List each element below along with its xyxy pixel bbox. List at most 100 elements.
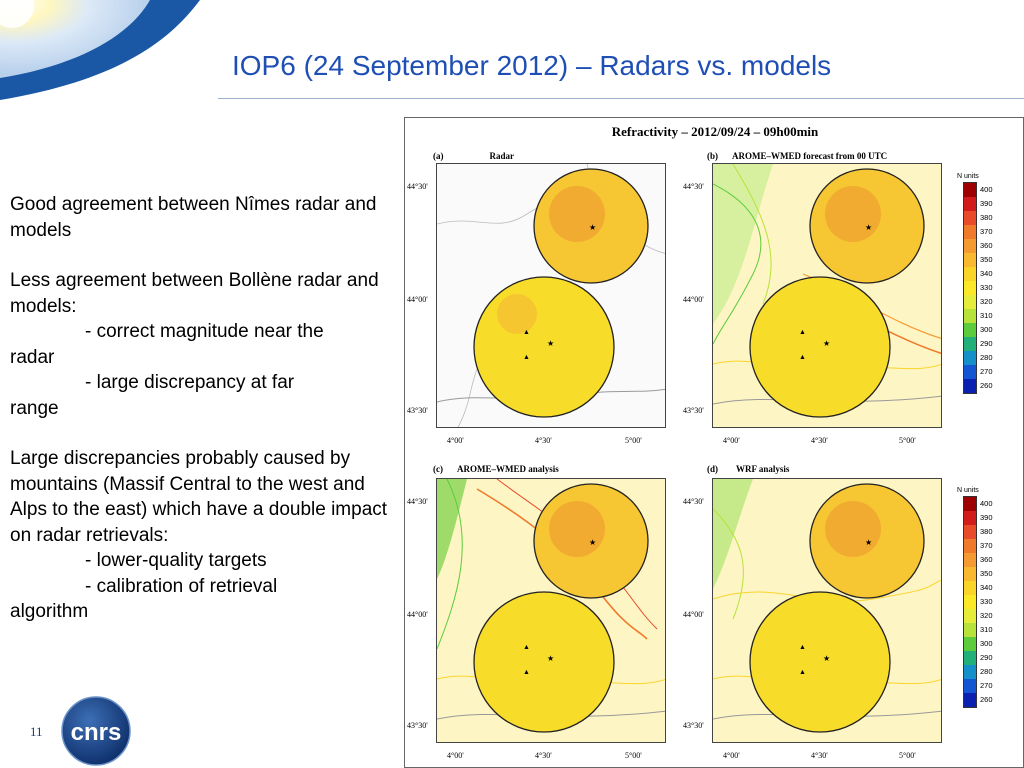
colorbar-label: 320 bbox=[980, 297, 993, 306]
panel-a-lon-tick-2: 4°30' bbox=[535, 436, 552, 445]
panel-b-map: ★ ★ ▲ ▲ bbox=[712, 163, 942, 428]
panel-b-lon-tick-3: 5°00' bbox=[899, 436, 916, 445]
colorbar-swatch bbox=[964, 693, 976, 707]
panel-d-radar-nimes bbox=[809, 483, 925, 599]
colorbar-top-title: N units bbox=[957, 173, 979, 180]
paragraph-mountains: Large discrepancies probably caused by m… bbox=[10, 446, 395, 625]
colorbar-swatch bbox=[964, 309, 976, 323]
bollene-item-2a: - large discrepancy at far bbox=[85, 372, 295, 393]
panel-a-map: ★ ★ ▲ ▲ bbox=[436, 163, 666, 428]
slide-body: Good agreement between Nîmes radar and m… bbox=[10, 192, 395, 650]
mountains-item-2b: algorithm bbox=[10, 601, 89, 622]
svg-text:cnrs: cnrs bbox=[71, 719, 122, 746]
colorbar-swatch bbox=[964, 239, 976, 253]
colorbar-swatch bbox=[964, 525, 976, 539]
colorbar-label: 340 bbox=[980, 269, 993, 278]
svg-text:▲: ▲ bbox=[799, 329, 806, 336]
panel-c-lon-tick-3: 5°00' bbox=[625, 751, 642, 760]
mountains-intro: Large discrepancies probably caused by m… bbox=[10, 448, 388, 546]
colorbar-swatch bbox=[964, 225, 976, 239]
svg-text:▲: ▲ bbox=[523, 644, 530, 651]
mountains-item-2a: - calibration of retrieval bbox=[85, 575, 278, 597]
colorbar-label: 320 bbox=[980, 611, 993, 620]
svg-text:★: ★ bbox=[865, 538, 872, 547]
bollene-item-2b: range bbox=[10, 397, 59, 419]
panel-b-lat-tick-1: 44°30' bbox=[683, 182, 704, 191]
panel-a-lon-tick-3: 5°00' bbox=[625, 436, 642, 445]
panel-a-lat-tick-1: 44°30' bbox=[407, 182, 428, 191]
figure-title: Refractivity – 2012/09/24 – 09h00min bbox=[611, 124, 819, 139]
colorbar-label: 400 bbox=[980, 499, 993, 508]
panel-d-lon-tick-3: 5°00' bbox=[899, 751, 916, 760]
panel-a-lat-tick-3: 43°30' bbox=[407, 406, 428, 415]
bollene-intro: Less agreement between Bollène radar and… bbox=[10, 270, 379, 317]
colorbar-label: 360 bbox=[980, 241, 993, 250]
svg-text:★: ★ bbox=[865, 223, 872, 232]
page-number: 11 bbox=[30, 724, 43, 739]
panel-b-lat-tick-3: 43°30' bbox=[683, 406, 704, 415]
colorbar-swatch bbox=[964, 665, 976, 679]
svg-text:★: ★ bbox=[547, 339, 554, 348]
svg-text:★: ★ bbox=[589, 538, 596, 547]
colorbar-swatch bbox=[964, 679, 976, 693]
paragraph-nimes: Good agreement between Nîmes radar and m… bbox=[10, 194, 377, 241]
colorbar-swatch bbox=[964, 183, 976, 197]
panel-d-letter: (d) bbox=[707, 464, 718, 474]
colorbar-swatch bbox=[964, 581, 976, 595]
colorbar-label: 290 bbox=[980, 339, 993, 348]
svg-text:▲: ▲ bbox=[523, 329, 530, 336]
colorbar-label: 280 bbox=[980, 667, 993, 676]
colorbar-label: 270 bbox=[980, 681, 993, 690]
panel-d-map: ★ ★ ▲ ▲ bbox=[712, 478, 942, 743]
panel-c-lat-tick-1: 44°30' bbox=[407, 497, 428, 506]
colorbar-label: 380 bbox=[980, 527, 993, 536]
colorbar-label: 350 bbox=[980, 569, 993, 578]
colorbar-swatch bbox=[964, 651, 976, 665]
colorbar-label: 360 bbox=[980, 555, 993, 564]
title-divider bbox=[218, 98, 1024, 99]
panel-b-lon-tick-2: 4°30' bbox=[811, 436, 828, 445]
colorbar-label: 280 bbox=[980, 353, 993, 362]
colorbar-label: 390 bbox=[980, 513, 993, 522]
panel-a-lat-tick-2: 44°00' bbox=[407, 295, 428, 304]
panel-a-radar-bollene bbox=[473, 276, 615, 418]
panel-b-lat-tick-2: 44°00' bbox=[683, 295, 704, 304]
panel-c-lat-tick-2: 44°00' bbox=[407, 610, 428, 619]
colorbar-bottom-title: N units bbox=[957, 487, 979, 494]
colorbar-label: 380 bbox=[980, 213, 993, 222]
colorbar-label: 260 bbox=[980, 695, 993, 704]
panel-a-radar-nimes bbox=[533, 168, 649, 284]
colorbar-swatch bbox=[964, 539, 976, 553]
colorbar-label: 370 bbox=[980, 227, 993, 236]
colorbar-swatch bbox=[964, 553, 976, 567]
colorbar-swatch bbox=[964, 211, 976, 225]
panel-b-radar-bollene bbox=[749, 276, 891, 418]
refractivity-figure: Refractivity – 2012/09/24 – 09h00min (a)… bbox=[404, 117, 1024, 768]
panel-d-lon-tick-1: 4°00' bbox=[723, 751, 740, 760]
panel-b-lon-tick-1: 4°00' bbox=[723, 436, 740, 445]
panel-c-title: AROME–WMED analysis bbox=[457, 464, 559, 474]
panel-d-lon-tick-2: 4°30' bbox=[811, 751, 828, 760]
colorbar-swatch bbox=[964, 595, 976, 609]
colorbar-top bbox=[963, 182, 977, 394]
svg-text:▲: ▲ bbox=[523, 354, 530, 361]
svg-text:★: ★ bbox=[823, 339, 830, 348]
panel-d-lat-tick-3: 43°30' bbox=[683, 721, 704, 730]
colorbar-swatch bbox=[964, 323, 976, 337]
panel-b-radar-nimes bbox=[809, 168, 925, 284]
colorbar-swatch bbox=[964, 351, 976, 365]
colorbar-label: 400 bbox=[980, 185, 993, 194]
panel-a-letter: (a) bbox=[433, 151, 444, 161]
panel-a-label: (a) Radar bbox=[433, 151, 514, 161]
svg-text:★: ★ bbox=[547, 654, 554, 663]
colorbar-label: 300 bbox=[980, 325, 993, 334]
colorbar-swatch bbox=[964, 253, 976, 267]
panel-c-lon-tick-1: 4°00' bbox=[447, 751, 464, 760]
colorbar-swatch bbox=[964, 567, 976, 581]
colorbar-swatch bbox=[964, 609, 976, 623]
slide-title: IOP6 (24 September 2012) – Radars vs. mo… bbox=[232, 50, 832, 81]
colorbar-swatch bbox=[964, 623, 976, 637]
svg-text:★: ★ bbox=[823, 654, 830, 663]
colorbar-label: 370 bbox=[980, 541, 993, 550]
bollene-item-1a: - correct magnitude near the bbox=[85, 321, 324, 342]
